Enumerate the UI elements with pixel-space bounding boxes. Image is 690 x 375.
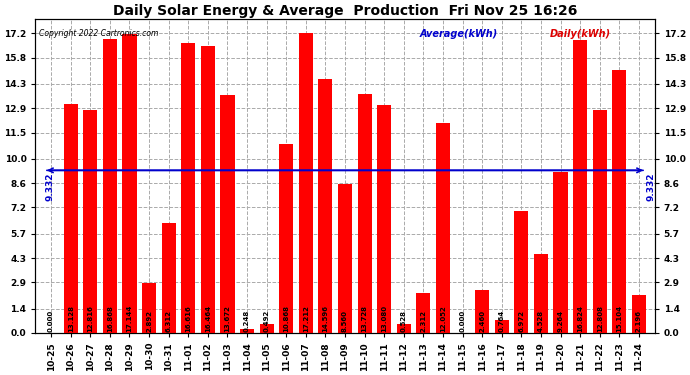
Bar xyxy=(63,104,78,333)
Bar xyxy=(103,39,117,333)
Bar xyxy=(161,223,176,333)
Bar xyxy=(573,40,587,333)
Bar xyxy=(593,110,607,333)
Text: 9.332: 9.332 xyxy=(45,172,54,201)
Text: 16.616: 16.616 xyxy=(185,305,191,332)
Bar xyxy=(181,44,195,333)
Text: 17.144: 17.144 xyxy=(126,304,132,332)
Text: 0.248: 0.248 xyxy=(244,310,250,332)
Text: 0.764: 0.764 xyxy=(499,310,505,332)
Bar xyxy=(240,328,254,333)
Title: Daily Solar Energy & Average  Production  Fri Nov 25 16:26: Daily Solar Energy & Average Production … xyxy=(112,4,578,18)
Bar xyxy=(534,254,548,333)
Text: 10.868: 10.868 xyxy=(283,305,289,332)
Bar xyxy=(318,79,333,333)
Text: 12.808: 12.808 xyxy=(597,305,602,332)
Bar xyxy=(220,95,235,333)
Text: 2.312: 2.312 xyxy=(420,310,426,332)
Text: 2.460: 2.460 xyxy=(479,310,485,332)
Bar xyxy=(495,320,509,333)
Bar xyxy=(299,33,313,333)
Text: 4.528: 4.528 xyxy=(538,310,544,332)
Text: 2.892: 2.892 xyxy=(146,310,152,332)
Text: Average(kWh): Average(kWh) xyxy=(420,29,497,39)
Bar xyxy=(553,171,568,333)
Text: 2.196: 2.196 xyxy=(636,310,642,332)
Bar xyxy=(514,211,529,333)
Bar xyxy=(201,46,215,333)
Text: 14.596: 14.596 xyxy=(322,305,328,332)
Text: 13.128: 13.128 xyxy=(68,305,74,332)
Text: Daily(kWh): Daily(kWh) xyxy=(549,29,611,39)
Text: 16.824: 16.824 xyxy=(577,305,583,332)
Bar xyxy=(83,110,97,333)
Text: 13.672: 13.672 xyxy=(224,305,230,332)
Text: 6.312: 6.312 xyxy=(166,310,172,332)
Bar xyxy=(612,70,627,333)
Text: 13.080: 13.080 xyxy=(381,305,387,332)
Text: 0.528: 0.528 xyxy=(401,310,407,332)
Bar xyxy=(397,324,411,333)
Text: 16.464: 16.464 xyxy=(205,305,211,332)
Text: Copyright 2022 Cartronics.com: Copyright 2022 Cartronics.com xyxy=(39,29,158,38)
Bar xyxy=(357,94,372,333)
Text: 16.868: 16.868 xyxy=(107,305,113,332)
Bar xyxy=(632,295,646,333)
Text: 0.000: 0.000 xyxy=(48,310,54,332)
Text: 12.816: 12.816 xyxy=(88,305,93,332)
Text: 0.492: 0.492 xyxy=(264,310,270,332)
Text: 17.212: 17.212 xyxy=(303,305,309,332)
Bar xyxy=(338,184,352,333)
Text: 6.972: 6.972 xyxy=(518,310,524,332)
Text: 0.000: 0.000 xyxy=(460,310,466,332)
Text: 15.104: 15.104 xyxy=(616,305,622,332)
Text: 9.264: 9.264 xyxy=(558,310,564,332)
Text: 12.052: 12.052 xyxy=(440,305,446,332)
Bar xyxy=(142,282,156,333)
Bar xyxy=(475,290,489,333)
Text: 8.560: 8.560 xyxy=(342,310,348,332)
Bar xyxy=(259,324,274,333)
Bar xyxy=(279,144,293,333)
Bar xyxy=(436,123,450,333)
Text: 13.728: 13.728 xyxy=(362,305,368,332)
Bar xyxy=(377,105,391,333)
Bar xyxy=(122,34,137,333)
Bar xyxy=(416,292,431,333)
Text: 9.332: 9.332 xyxy=(647,172,656,201)
